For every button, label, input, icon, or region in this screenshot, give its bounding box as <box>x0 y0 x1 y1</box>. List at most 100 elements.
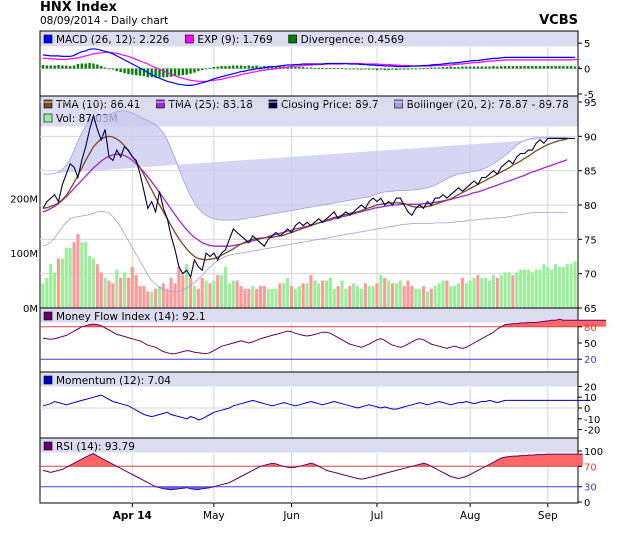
volume-bar <box>297 286 301 308</box>
brand-label: VCBS <box>539 13 578 28</box>
volume-bar <box>550 269 554 308</box>
volume-bar <box>476 275 480 308</box>
volume-bar <box>561 266 565 308</box>
divergence-bar <box>426 68 429 69</box>
divergence-bar <box>546 66 550 69</box>
divergence-bar <box>484 66 487 69</box>
volume-legend-swatch-0 <box>43 113 53 123</box>
volume-bar <box>542 264 546 308</box>
divergence-bar <box>154 68 157 78</box>
mfi-legend-swatch-0 <box>43 311 53 321</box>
mfi-ytick-label-1: 50 <box>584 339 597 350</box>
divergence-bar <box>577 66 581 69</box>
divergence-bar <box>465 66 468 69</box>
volume-bar <box>154 288 158 308</box>
rsi-ytick-label-3: 0 <box>584 498 590 509</box>
divergence-bar <box>434 67 437 69</box>
divergence-bar <box>193 68 196 73</box>
volume-bar <box>511 275 515 308</box>
mfi-overbought-fill <box>501 319 607 327</box>
divergence-bar <box>177 68 181 76</box>
macd-legend-label-2: Divergence: 0.4569 <box>301 34 404 46</box>
divergence-bar <box>453 67 456 69</box>
momentum-ytick-label-0: 20 <box>584 382 597 393</box>
divergence-bar <box>162 68 165 78</box>
volume-bar <box>491 275 496 308</box>
volume-bar <box>278 283 282 308</box>
divergence-bar <box>550 66 553 69</box>
divergence-bar <box>119 68 122 73</box>
volume-bar <box>379 275 383 308</box>
volume-bar <box>449 286 453 308</box>
closing-price-line <box>42 113 575 279</box>
rsi-legend-band <box>40 438 578 453</box>
volume-bar <box>387 280 391 308</box>
divergence-bar <box>375 68 379 71</box>
volume-bar <box>359 288 363 308</box>
price-ytick-label-0: 95 <box>584 98 597 109</box>
divergence-bar <box>441 67 445 69</box>
volume-bar <box>220 275 224 308</box>
price-legend-swatch-1 <box>156 99 165 109</box>
divergence-bar <box>259 66 262 69</box>
volume-bar <box>499 275 503 308</box>
volume-bar <box>146 291 150 308</box>
volume-bar <box>554 264 558 308</box>
volume-bar <box>177 266 181 308</box>
volume-bar <box>282 283 286 308</box>
volume-bar <box>402 286 406 308</box>
divergence-bar <box>511 66 515 69</box>
volume-bar <box>534 269 538 308</box>
divergence-bar <box>76 64 80 69</box>
x-tick-label-4: Aug <box>460 510 481 522</box>
x-tick-label-0: Apr 14 <box>113 510 152 522</box>
rsi-overbought-fill <box>70 453 117 467</box>
volume-bar <box>88 255 92 308</box>
divergence-bar <box>406 68 410 70</box>
divergence-bar <box>480 66 484 69</box>
momentum-ytick-label-2: 0 <box>584 404 590 415</box>
volume-bar <box>68 247 72 308</box>
volume-bar <box>76 233 80 308</box>
divergence-bar <box>49 65 52 69</box>
volume-bar <box>526 269 530 308</box>
divergence-bar <box>558 66 561 69</box>
volume-bar <box>227 283 231 308</box>
volume-bar <box>414 288 418 308</box>
divergence-bar <box>399 68 402 70</box>
macd-legend-label-0: MACD (26, 12): 2.226 <box>56 34 170 46</box>
volume-bar <box>157 286 162 308</box>
divergence-bar <box>92 63 95 69</box>
divergence-bar <box>298 67 301 69</box>
volume-bar <box>445 280 449 308</box>
volume-bar <box>235 280 239 308</box>
volume-bar <box>150 291 154 308</box>
volume-bar <box>324 280 329 308</box>
divergence-bar <box>472 66 476 69</box>
volume-bar <box>336 286 340 308</box>
divergence-bar <box>65 65 68 69</box>
divergence-bar <box>344 68 348 70</box>
price-legend-label-3: Bollinger (20, 2): 78.87 - 89.78 <box>407 99 569 111</box>
volume-bar <box>538 269 542 308</box>
price-ytick-label-5: 70 <box>584 270 597 281</box>
divergence-bar <box>371 68 375 70</box>
volume-bar <box>441 280 445 308</box>
divergence-bar <box>534 66 538 69</box>
divergence-bar <box>317 68 320 69</box>
divergence-bar <box>127 68 130 75</box>
divergence-bar <box>57 65 60 69</box>
divergence-bar <box>247 65 251 69</box>
divergence-bar <box>492 66 495 69</box>
volume-bar <box>301 283 305 308</box>
divergence-bar <box>414 68 417 70</box>
volume-bar <box>181 275 185 308</box>
x-tick-label-2: Jun <box>282 510 299 522</box>
volume-bar <box>169 277 173 308</box>
volume-bar <box>107 280 111 308</box>
volume-bar <box>464 283 468 308</box>
divergence-bar <box>457 67 460 69</box>
volume-bar <box>258 286 263 308</box>
divergence-bar <box>232 65 235 69</box>
volume-bar <box>208 283 212 308</box>
